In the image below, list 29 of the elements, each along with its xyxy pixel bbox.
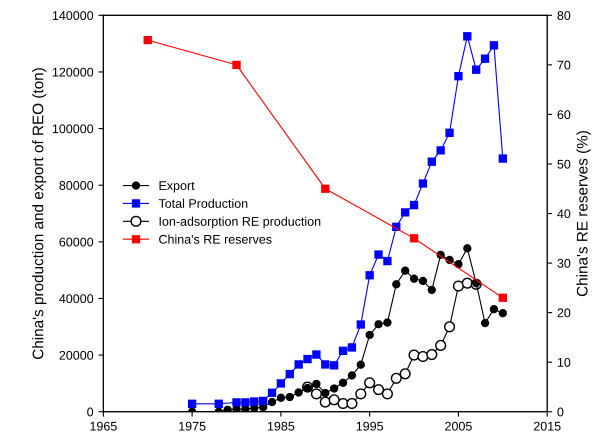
legend-label: Export [160, 181, 195, 192]
legend-label: Ion-adsorption RE production [160, 216, 320, 228]
x-tick-label: 1995 [356, 422, 384, 431]
x-tick-label: 1985 [268, 422, 294, 431]
y2-tick-label: 10 [558, 358, 570, 367]
x-tick-label: 2015 [534, 422, 561, 431]
y-axis-title: China's production and export of REO (ton) [32, 68, 46, 359]
y2-axis-title: China's RE reserves (%) [576, 131, 591, 296]
y2-tick-label: 60 [558, 110, 570, 120]
y2-tick-label: 20 [558, 308, 570, 318]
x-tick-label: 2005 [445, 422, 472, 431]
y-tick-label: 100000 [52, 124, 94, 134]
y2-tick-label: 30 [557, 258, 570, 268]
x-tick-label: 1975 [179, 422, 206, 431]
y-tick-label: 40000 [59, 294, 94, 304]
y-tick-label: 80000 [59, 181, 94, 190]
y-tick-label: 140000 [52, 11, 94, 20]
x-tick-label: 1965 [90, 422, 117, 431]
y2-tick-label: 0 [557, 408, 564, 416]
y-tick-label: 60000 [60, 238, 94, 246]
y2-tick-label: 50 [557, 160, 570, 169]
y2-tick-label: 80 [557, 11, 570, 20]
y2-tick-label: 70 [558, 60, 570, 70]
y-tick-label: 0 [87, 408, 94, 416]
legend-label: China's RE reserves [159, 234, 272, 244]
y-tick-label: 20000 [60, 350, 94, 360]
legend-label: Total Production [158, 198, 248, 208]
y-tick-label: 120000 [52, 68, 94, 77]
y2-tick-label: 40 [557, 209, 570, 218]
